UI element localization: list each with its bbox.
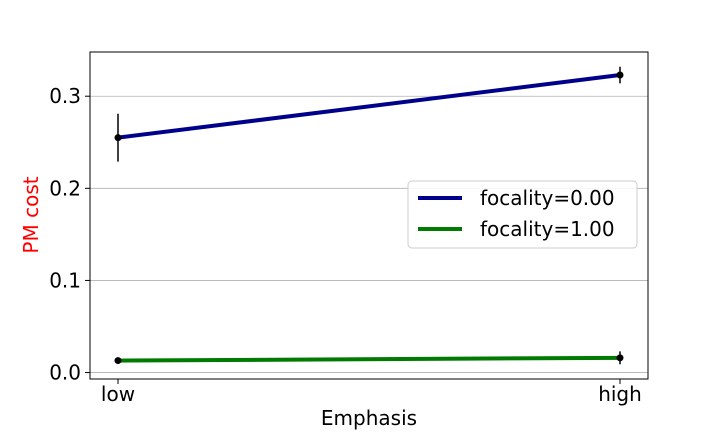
legend-label: focality=0.00 [480, 186, 615, 210]
y-tick-label: 0.2 [49, 176, 81, 200]
x-tick-label: low [101, 382, 135, 406]
legend-label: focality=1.00 [480, 217, 615, 241]
legend-box [407, 180, 638, 249]
y-tick-label: 0.0 [49, 361, 81, 385]
x-axis-ticks: low high [101, 379, 642, 406]
y-axis-label: PM cost [19, 176, 43, 253]
grid-lines [90, 95, 648, 373]
x-tick-label: high [598, 382, 642, 406]
series-line [117, 73, 621, 140]
plot-frame [89, 51, 649, 380]
data-point [114, 134, 122, 142]
series-line [117, 355, 621, 363]
y-tick-label: 0.1 [49, 268, 81, 292]
series [114, 66, 624, 365]
data-point [616, 354, 624, 362]
data-point [114, 357, 122, 365]
data-point [616, 71, 624, 79]
y-tick-label: 0.3 [49, 84, 81, 108]
legend: focality=0.00 focality=1.00 [407, 180, 638, 249]
x-axis-label: Emphasis [321, 406, 417, 430]
y-axis-ticks: 0.0 0.1 0.2 0.3 [49, 84, 90, 385]
